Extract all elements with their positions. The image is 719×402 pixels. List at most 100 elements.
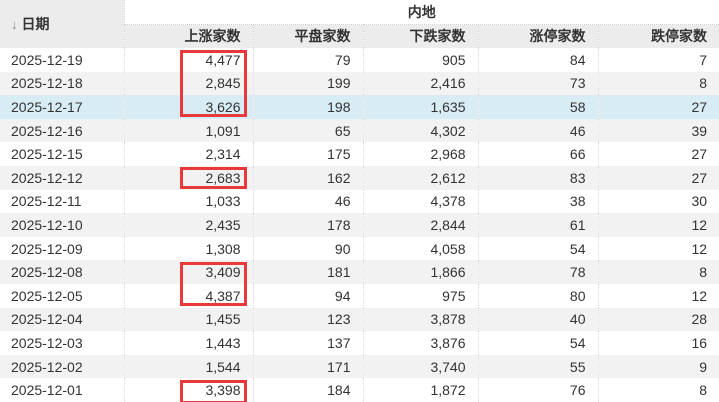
- table-row[interactable]: 2025-12-04 1,455 123 3,878 40 28: [0, 307, 719, 332]
- unchanged-cell: 171: [253, 354, 364, 379]
- limit-down-cell: 27: [598, 165, 719, 190]
- limit-up-cell: 46: [478, 118, 599, 143]
- table-row[interactable]: 2025-12-15 2,314 175 2,968 66 27: [0, 142, 719, 166]
- decliners-cell: 3,876: [363, 331, 479, 355]
- annotation-red-box: [179, 71, 247, 96]
- date-cell: 2025-12-10: [0, 213, 125, 237]
- table-row[interactable]: 2025-12-11 1,033 46 4,378 38 30: [0, 189, 719, 214]
- limit-up-cell: 54: [478, 331, 599, 355]
- date-cell: 2025-12-09: [0, 236, 125, 261]
- date-cell: 2025-12-18: [0, 71, 125, 96]
- unchanged-cell: 46: [253, 189, 364, 214]
- date-cell: 2025-12-12: [0, 165, 125, 190]
- decliners-cell: 3,878: [363, 307, 479, 332]
- date-cell: 2025-12-17: [0, 95, 125, 119]
- unchanged-cell: 123: [253, 307, 364, 332]
- region-header-row: ↓ 日期 内地: [0, 0, 719, 48]
- advancers-cell: 3,409: [124, 260, 254, 284]
- column-header-limit-down[interactable]: 跌停家数: [598, 24, 719, 48]
- limit-down-cell: 8: [699, 382, 708, 399]
- column-header-unchanged[interactable]: 平盘家数: [253, 24, 364, 48]
- table-row[interactable]: 2025-12-12 2,683 162 2,612 83 27: [0, 165, 719, 190]
- table-row[interactable]: 2025-12-16 1,091 65 4,302 46 39: [0, 118, 719, 143]
- unchanged-cell: 65: [253, 118, 364, 143]
- region-group-header: 内地: [124, 0, 719, 25]
- table-row[interactable]: 2025-12-19 4,477 79 905 84 7: [0, 48, 719, 72]
- decliners-cell: 975: [363, 283, 479, 308]
- table-row[interactable]: 2025-12-03 1,443 137 3,876 54 16: [0, 331, 719, 355]
- column-header-decliners[interactable]: 下跌家数: [363, 24, 479, 48]
- unchanged-cell: 198: [253, 95, 364, 119]
- unchanged-cell: 199: [253, 71, 364, 96]
- date-cell: 2025-12-16: [0, 118, 125, 143]
- table-row[interactable]: 2025-12-09 1,308 90 4,058 54 12: [0, 236, 719, 261]
- decliners-cell: 3,740: [363, 354, 479, 379]
- table-row[interactable]: 2025-12-18 2,845 199 2,416 73 8: [0, 71, 719, 96]
- decliners-cell: 1,635: [363, 95, 479, 119]
- date-cell: 2025-12-05: [0, 283, 125, 308]
- date-cell: 2025-12-02: [0, 354, 125, 379]
- date-cell: 2025-12-01: [0, 378, 125, 402]
- limit-up-cell: 83: [478, 165, 599, 190]
- column-header-date[interactable]: ↓ 日期: [0, 0, 125, 48]
- advancers-cell: 1,443: [124, 331, 254, 355]
- column-header-advancers[interactable]: 上涨家数: [124, 24, 254, 48]
- table-row[interactable]: 2025-12-10 2,435 178 2,844 61 12: [0, 213, 719, 237]
- decliners-cell: 905: [363, 48, 479, 72]
- limit-down-cell: 27: [598, 95, 719, 119]
- limit-up-cell: 38: [478, 189, 599, 214]
- unchanged-cell: 178: [253, 213, 364, 237]
- annotation-red-box: [179, 283, 247, 306]
- table-row[interactable]: 2025-12-01 3,398 184 1,872 76 8: [0, 378, 719, 402]
- limit-down-cell: 16: [691, 334, 708, 351]
- unchanged-cell: 90: [253, 236, 364, 261]
- date-cell: 2025-12-08: [0, 260, 125, 284]
- limit-down-cell: 30: [691, 193, 708, 210]
- limit-up-cell: 58: [478, 95, 599, 119]
- limit-down-cell: 7: [699, 51, 708, 68]
- decliners-cell: 2,416: [363, 71, 479, 96]
- advancers-cell: 2,314: [124, 142, 254, 166]
- limit-up-cell: 61: [478, 213, 599, 237]
- annotation-red-box: [179, 262, 247, 284]
- limit-down-cell: 9: [598, 354, 719, 379]
- unchanged-cell: 162: [253, 165, 364, 190]
- limit-up-cell: 80: [478, 283, 599, 308]
- table-row[interactable]: 2025-12-08 3,409 181 1,866 78 8: [0, 260, 719, 284]
- sort-descending-icon: ↓: [11, 17, 18, 32]
- unchanged-cell: 79: [253, 48, 364, 72]
- limit-down-cell: 39: [598, 118, 719, 143]
- unchanged-cell: 94: [253, 283, 364, 308]
- table-row[interactable]: 2025-12-02 1,544 171 3,740 55 9: [0, 354, 719, 379]
- unchanged-cell: 184: [253, 378, 364, 402]
- limit-up-cell: 54: [478, 236, 599, 261]
- date-cell: 2025-12-19: [0, 48, 125, 72]
- limit-down-cell: 28: [598, 307, 719, 332]
- limit-up-cell: 84: [478, 48, 599, 72]
- limit-down-cell: 12: [691, 287, 708, 304]
- annotation-red-box: [179, 95, 247, 117]
- limit-down-cell: 8: [598, 260, 719, 284]
- limit-down-cell: 8: [598, 71, 719, 96]
- column-header-limit-up[interactable]: 涨停家数: [478, 24, 599, 48]
- decliners-cell: 1,866: [363, 260, 479, 284]
- decliners-cell: 4,302: [363, 118, 479, 143]
- column-header-row: 上涨家数 平盘家数 下跌家数 涨停家数 跌停家数: [0, 24, 719, 48]
- table-row[interactable]: 2025-12-05 4,387 94 975 80 12: [0, 283, 719, 308]
- decliners-cell: 1,872: [363, 378, 479, 402]
- decliners-cell: 2,968: [363, 142, 479, 166]
- advancers-cell: 2,845: [124, 71, 254, 96]
- advancers-cell: 2,683: [124, 165, 254, 190]
- date-cell: 2025-12-11: [0, 189, 125, 214]
- decliners-cell: 4,058: [363, 236, 479, 261]
- table-row[interactable]: 2025-12-17 3,626 198 1,635 58 27: [0, 95, 719, 119]
- date-cell: 2025-12-04: [0, 307, 125, 332]
- unchanged-cell: 175: [253, 142, 364, 166]
- decliners-cell: 2,612: [363, 165, 479, 190]
- date-cell: 2025-12-15: [0, 142, 125, 166]
- column-header-date-label: 日期: [21, 16, 50, 32]
- limit-up-cell: 55: [478, 354, 599, 379]
- limit-up-cell: 76: [478, 378, 599, 402]
- advancers-cell: 4,387: [124, 283, 254, 308]
